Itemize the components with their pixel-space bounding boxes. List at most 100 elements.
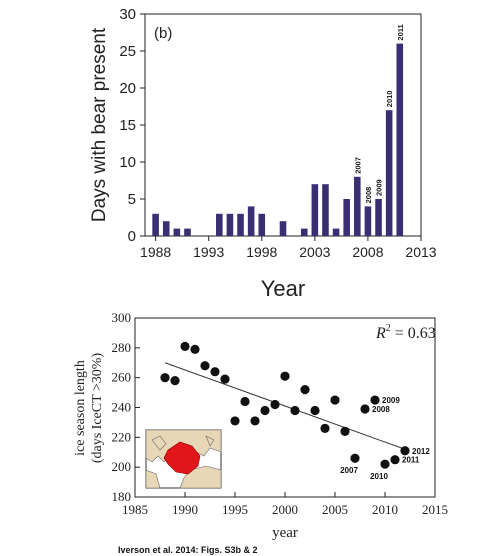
bar-2002 <box>300 228 308 236</box>
bar-label-2009: 2009 <box>375 179 384 196</box>
scatter-point-1992 <box>200 361 210 371</box>
scatter-point-2001 <box>290 405 300 416</box>
r-squared-label: R2 = 0.63 <box>375 323 436 342</box>
bar-y-tick-label: 20 <box>119 80 136 97</box>
scatter-point-1997 <box>250 416 260 426</box>
scatter-chart: 180 200 220 240 260 280 300 1985 1990 1995 2000 20… <box>73 310 448 541</box>
scatter-y-tick-label: 280 <box>112 340 132 355</box>
scatter-x-tick-label: 1985 <box>122 502 148 517</box>
bar-1996 <box>237 213 244 236</box>
scatter-point-1988 <box>160 373 170 383</box>
scatter-points <box>160 341 410 469</box>
bar-2011 <box>396 43 404 236</box>
scatter-point-2010 <box>380 459 390 469</box>
scatter-point-1996 <box>240 396 250 407</box>
bar-2003 <box>311 184 319 236</box>
scatter-point-1993 <box>210 367 220 377</box>
bar-label-2010: 2010 <box>385 91 394 108</box>
bar-1995 <box>226 213 234 236</box>
inset-map-coastline <box>151 435 215 451</box>
scatter-x-tick-label: 1995 <box>222 502 248 517</box>
bar-y-tick-label: 5 <box>128 191 136 208</box>
bar-2000 <box>279 221 287 236</box>
panel-label: (b) <box>154 25 172 42</box>
point-label-2008: 2008 <box>372 405 390 414</box>
bar-2008 <box>364 206 372 236</box>
scatter-point-2003 <box>310 405 320 416</box>
r-squared-value: = 0.63 <box>391 325 436 342</box>
bar-1991 <box>184 228 191 236</box>
bar-x-tick-label: 2003 <box>299 244 330 260</box>
scatter-point-2007 <box>350 453 360 463</box>
bar-label-2011: 2011 <box>396 24 405 40</box>
bar-year-labels: 2007 2008 2009 2010 2011 <box>353 24 404 203</box>
scatter-point-2002 <box>300 385 310 395</box>
bar-y-tick-label: 10 <box>119 154 136 171</box>
trend-line <box>164 362 406 450</box>
bar-y-ticks: 0 5 10 15 20 25 30 <box>119 6 145 245</box>
bar-y-tick-label: 15 <box>119 117 136 134</box>
scatter-y-axis-label: ice season length (days IceCT >30%) <box>73 353 105 464</box>
bar-1998 <box>258 213 266 236</box>
scatter-y-tick-label: 220 <box>112 429 132 444</box>
bar-x-tick-label: 1993 <box>193 244 224 260</box>
bar-1994 <box>216 213 223 236</box>
bar-chart: (b) 0 5 10 15 20 25 30 1988 1993 1998 2003 2008 201… <box>89 6 437 301</box>
r-squared-superscript: 2 <box>386 323 391 334</box>
bar-1988 <box>152 213 159 236</box>
scatter-point-1989 <box>170 376 180 386</box>
scatter-y-tick-label: 240 <box>112 400 132 415</box>
bar-y-tick-label: 25 <box>119 43 136 60</box>
bar-2004 <box>322 184 329 236</box>
point-label-2011: 2011 <box>402 456 420 465</box>
scatter-y-axis-label-line1: ice season length <box>73 360 88 456</box>
bar-x-ticks: 1988 1993 1998 2003 2008 2013 <box>140 236 437 260</box>
inset-map <box>145 429 222 489</box>
scatter-point-2011 <box>390 455 400 465</box>
bar-label-2007: 2007 <box>353 157 362 174</box>
bar-1990 <box>173 228 181 236</box>
scatter-x-tick-label: 2015 <box>422 502 448 517</box>
scatter-x-tick-label: 1990 <box>172 502 198 517</box>
r-squared-symbol: R <box>375 325 386 342</box>
inset-map-highlight-region <box>163 441 201 475</box>
bar-label-2008: 2008 <box>364 187 373 204</box>
scatter-y-tick-label: 200 <box>112 459 132 474</box>
point-label-2007: 2007 <box>340 466 358 475</box>
bar-2005 <box>332 228 340 236</box>
scatter-point-2008 <box>360 404 370 414</box>
bar-x-axis-label: Year <box>261 276 305 301</box>
scatter-x-tick-label: 2005 <box>322 502 348 517</box>
scatter-x-ticks: 1985 1990 1995 2000 2005 2010 2015 <box>122 492 448 517</box>
scatter-point-1994 <box>220 374 230 384</box>
bar-x-tick-label: 1998 <box>246 244 277 260</box>
scatter-point-2000 <box>280 371 290 381</box>
scatter-point-1999 <box>270 399 280 410</box>
scatter-y-axis-label-line2: (days IceCT >30%) <box>90 353 105 464</box>
scatter-point-2006 <box>340 426 350 436</box>
bar-2009 <box>375 199 382 236</box>
bar-y-tick-label: 30 <box>119 6 136 23</box>
scatter-x-tick-label: 2000 <box>272 502 298 517</box>
scatter-y-tick-label: 300 <box>112 310 132 325</box>
bar-x-tick-label: 1988 <box>140 244 171 260</box>
scatter-point-1990 <box>180 341 190 351</box>
scatter-y-tick-label: 260 <box>112 370 132 385</box>
bar-2007 <box>354 176 361 236</box>
scatter-point-2012 <box>400 446 410 456</box>
scatter-y-tick-label: 180 <box>112 489 132 504</box>
scatter-point-1995 <box>230 416 240 426</box>
bar-1997 <box>247 206 255 236</box>
scatter-y-ticks: 180 200 220 240 260 280 300 <box>112 310 140 504</box>
scatter-point-2009 <box>370 395 380 405</box>
figure-caption: Iverson et al. 2014: Figs. S3b & 2 <box>118 545 258 555</box>
bar-2006 <box>343 199 350 236</box>
bars <box>152 43 404 236</box>
point-label-2012: 2012 <box>412 447 430 456</box>
bar-x-tick-label: 2013 <box>405 244 436 260</box>
bar-2010 <box>385 110 393 236</box>
bar-y-axis-label: Days with bear present <box>89 27 110 222</box>
bar-x-tick-label: 2008 <box>352 244 383 260</box>
